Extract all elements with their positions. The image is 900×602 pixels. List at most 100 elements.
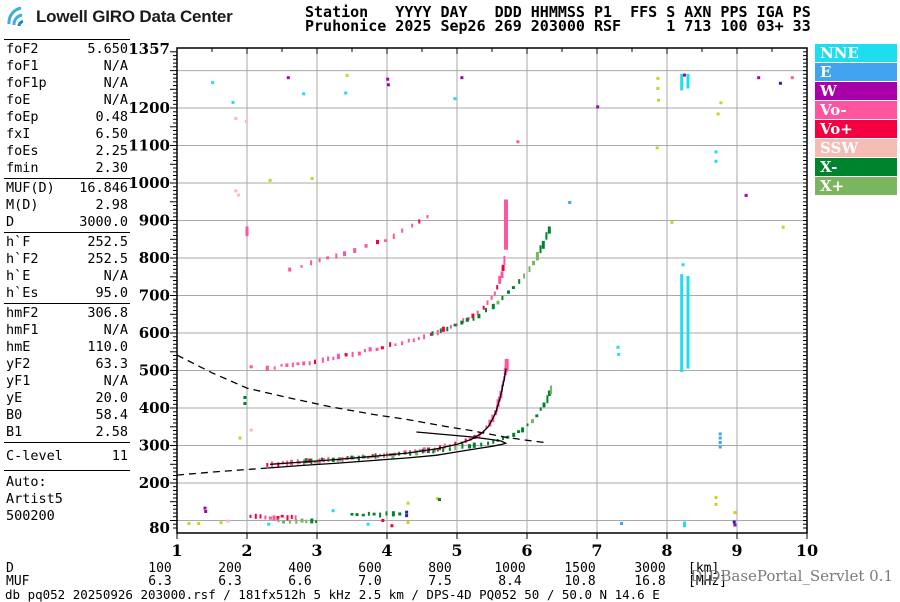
svg-text:1200: 1200 bbox=[128, 99, 170, 117]
trace-Es-X-low bbox=[277, 518, 317, 524]
svg-text:900: 900 bbox=[139, 212, 170, 230]
d-row-unit: [km] bbox=[688, 561, 720, 576]
trace-Es-O bbox=[249, 513, 297, 521]
svg-text:300: 300 bbox=[139, 437, 170, 455]
param-value: 2.98 bbox=[95, 197, 128, 213]
svg-text:8: 8 bbox=[661, 541, 672, 560]
param-d: D 3000.0 bbox=[4, 214, 130, 231]
svg-text:6: 6 bbox=[521, 541, 532, 560]
station-header-line1: Station YYYY DAY DDD HHMMSS P1 FFS S AXN… bbox=[305, 3, 811, 21]
param-yf2: yF2 63.3 bbox=[4, 356, 130, 373]
param-hme: hmE 110.0 bbox=[4, 339, 130, 356]
param-label: h`F2 bbox=[6, 251, 39, 267]
param-hes: h`Es 95.0 bbox=[4, 285, 130, 302]
muf-row-value: 6.3 bbox=[218, 574, 242, 589]
svg-text:3: 3 bbox=[311, 541, 322, 560]
param-value: 6.50 bbox=[95, 126, 128, 142]
muf-row-value: 6.3 bbox=[148, 574, 172, 589]
giro-logo-icon bbox=[7, 6, 24, 27]
param-fof1p: foF1p N/A bbox=[4, 75, 130, 92]
param-label: foEp bbox=[6, 109, 39, 125]
param-foe: foE N/A bbox=[4, 92, 130, 109]
plot-border bbox=[176, 47, 808, 534]
param-label: D bbox=[6, 214, 15, 230]
param-value: N/A bbox=[103, 75, 128, 91]
legend-item-nne: NNE bbox=[815, 44, 897, 62]
d-row-value: 600 bbox=[358, 561, 382, 576]
param-fof1: foF1 N/A bbox=[4, 58, 130, 75]
param-value: 3000.0 bbox=[79, 214, 128, 230]
param-b1: B1 2.58 bbox=[4, 424, 130, 441]
param-label: yF2 bbox=[6, 356, 31, 372]
curve-trace-fit bbox=[270, 368, 507, 465]
c-level-row: C-level 11 bbox=[4, 443, 130, 471]
trace-F-2hop-X bbox=[431, 226, 551, 336]
param-he: h`E N/A bbox=[4, 268, 130, 285]
param-label: fxI bbox=[6, 126, 31, 142]
svg-text:500: 500 bbox=[139, 362, 170, 380]
param-ye: yE 20.0 bbox=[4, 390, 130, 407]
legend-item-e: E bbox=[815, 63, 897, 81]
svg-text:9: 9 bbox=[731, 541, 742, 560]
param-md: M(D) 2.98 bbox=[4, 197, 130, 214]
d-row-value: 800 bbox=[428, 561, 452, 576]
param-mufd: MUF(D) 16.846 bbox=[4, 180, 130, 197]
param-label: fmin bbox=[6, 160, 39, 176]
svg-text:1000: 1000 bbox=[128, 174, 170, 192]
trace-Es-X-high bbox=[350, 511, 402, 518]
param-fxi: fxI 6.50 bbox=[4, 126, 130, 143]
param-label: yE bbox=[6, 390, 23, 406]
svg-text:600: 600 bbox=[139, 324, 170, 342]
curve-profile-extrapolated bbox=[176, 467, 269, 476]
d-row-value: 3000 bbox=[634, 561, 666, 576]
readout-group-1: MUF(D) 16.846 M(D) 2.98 D 3000.0 bbox=[4, 179, 130, 233]
param-value: N/A bbox=[103, 92, 128, 108]
param-foes: foEs 2.25 bbox=[4, 143, 130, 160]
param-value: 306.8 bbox=[87, 305, 128, 321]
auto-line: 500200 bbox=[6, 508, 55, 524]
trace-F-2hop-O bbox=[265, 255, 506, 371]
d-row-label: D bbox=[6, 561, 14, 576]
param-label: h`F bbox=[6, 234, 31, 250]
svg-text:2: 2 bbox=[241, 541, 252, 560]
echo-color-legend: NNE E W Vo- Vo+ SSW X- X+ bbox=[815, 44, 897, 196]
muf-row-value: 6.6 bbox=[288, 574, 312, 589]
d-row-value: 200 bbox=[218, 561, 242, 576]
distance-row: D 100 200 400 600 800 1000 1500 3000 [km] bbox=[0, 561, 900, 576]
auto-line: Auto: bbox=[6, 474, 47, 490]
param-label: M(D) bbox=[6, 197, 39, 213]
autoscaling-info: Auto: Artist5 500200 bbox=[4, 471, 130, 528]
d-row-value: 1500 bbox=[564, 561, 596, 576]
status-bar: db pq052 20250926 203000.rsf / 181fx512h… bbox=[5, 587, 660, 602]
axis-ticks bbox=[170, 48, 808, 539]
noise-dots bbox=[187, 73, 794, 528]
param-label: yF1 bbox=[6, 373, 31, 389]
param-b0: B0 58.4 bbox=[4, 407, 130, 424]
legend-item-vo: Vo+ bbox=[815, 120, 897, 138]
param-label: B1 bbox=[6, 424, 23, 440]
muf-row-label: MUF bbox=[6, 574, 30, 589]
y-axis-labels: 1357 1200 1100 1000 900 800 700 600 500 400 300 200… bbox=[128, 40, 170, 537]
legend-item-vo: Vo- bbox=[815, 101, 897, 119]
param-label: foF2 bbox=[6, 41, 39, 57]
param-label: foF1 bbox=[6, 58, 39, 74]
svg-text:700: 700 bbox=[139, 287, 170, 305]
muf-row-value: 8.4 bbox=[498, 574, 522, 589]
muf-row-unit: [MHz] bbox=[688, 574, 728, 589]
param-label: MUF(D) bbox=[6, 180, 55, 196]
param-value: 5.650 bbox=[87, 41, 128, 57]
svg-text:80: 80 bbox=[149, 519, 170, 537]
param-label: hmF2 bbox=[6, 305, 39, 321]
readout-group-3: hmF2 306.8 hmF1 N/A hmE 110.0 yF2 63.3 yF1 N/A yE 2… bbox=[4, 304, 130, 443]
param-value: 252.5 bbox=[87, 251, 128, 267]
legend-item-x: X- bbox=[815, 158, 897, 176]
param-label: foF1p bbox=[6, 75, 47, 91]
param-label: B0 bbox=[6, 407, 23, 423]
muf-row-value: 7.0 bbox=[358, 574, 382, 589]
svg-text:7: 7 bbox=[591, 541, 602, 560]
trace-F-3hop-O bbox=[288, 215, 429, 272]
param-value: 252.5 bbox=[87, 234, 128, 250]
param-label: hmE bbox=[6, 339, 31, 355]
